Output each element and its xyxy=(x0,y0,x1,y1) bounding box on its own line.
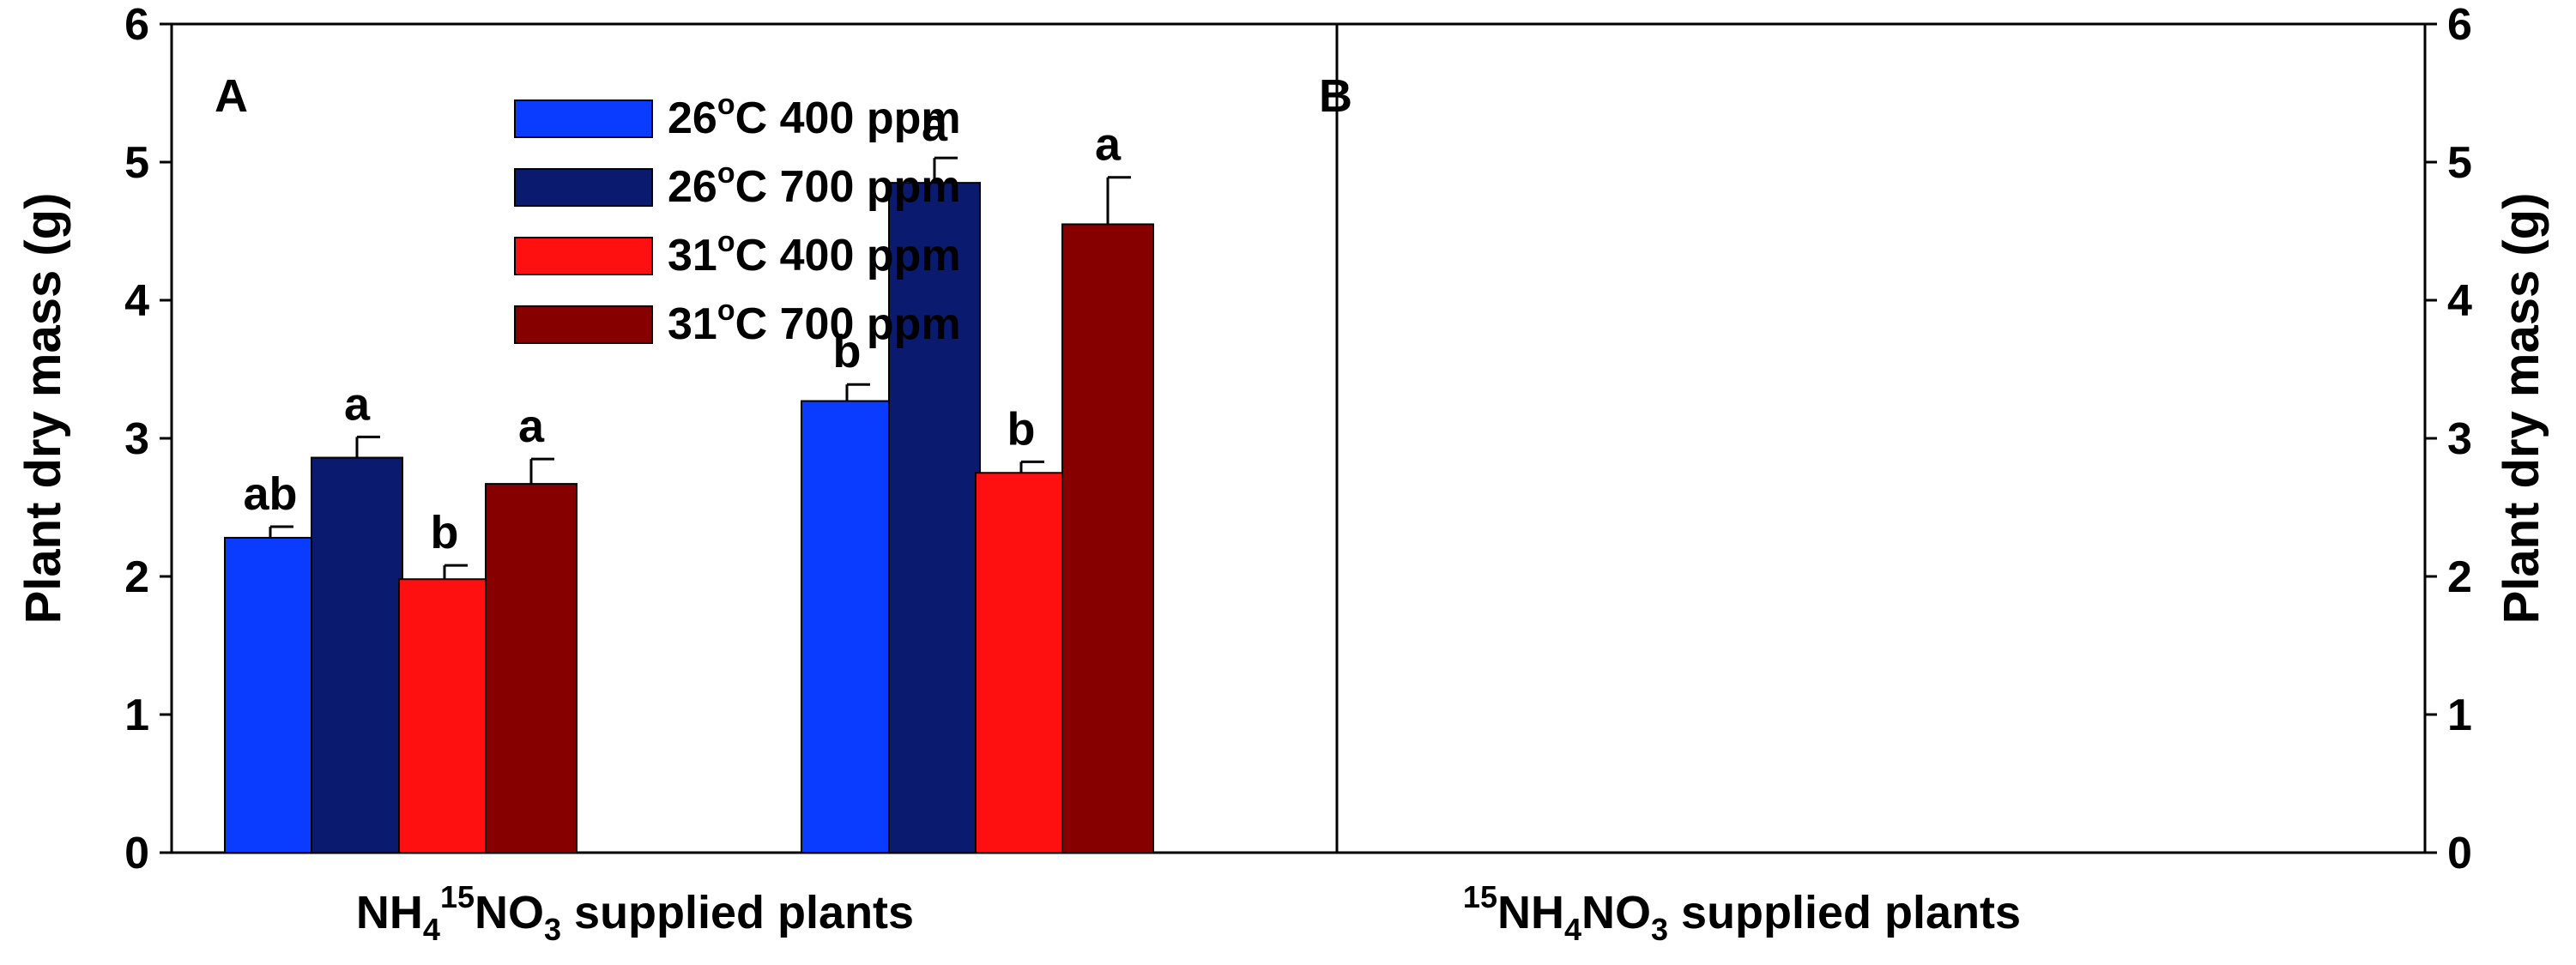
legend-label: 31oC 400 ppm xyxy=(668,226,961,280)
legend-swatch xyxy=(514,237,653,275)
significance-letter: a xyxy=(922,100,948,151)
significance-letter: b xyxy=(1007,403,1036,455)
bar-b-4 xyxy=(1061,223,1154,853)
legend: 26oC 400 ppm 26oC 700 ppm 31oC 400 ppm 31oC… xyxy=(514,88,961,349)
legend-swatch xyxy=(514,305,653,344)
significance-letter: a xyxy=(1095,119,1122,171)
legend-swatch xyxy=(514,168,653,207)
x-axis-label-a: NH415NO3 supplied plants xyxy=(356,879,914,947)
bar-b-3 xyxy=(975,472,1067,853)
significance-letter: ab xyxy=(243,468,297,520)
significance-letter: b xyxy=(833,326,862,377)
right-y-tick-label: 1 xyxy=(2447,691,2472,740)
legend-label: 26oC 700 ppm xyxy=(668,157,961,212)
significance-letter: a xyxy=(344,378,371,430)
left-y-tick-label: 3 xyxy=(124,414,149,464)
left-y-tick-label: 4 xyxy=(124,276,149,326)
left-y-tick-label: 2 xyxy=(124,552,149,602)
left-y-axis-label: Plant dry mass (g) xyxy=(15,193,71,624)
right-y-tick-label: 5 xyxy=(2447,138,2472,188)
bar-b-2 xyxy=(888,182,981,853)
legend-label: 26oC 400 ppm xyxy=(668,88,961,143)
legend-label: 31oC 700 ppm xyxy=(668,294,961,349)
bar-a-4 xyxy=(485,483,577,853)
significance-letter: a xyxy=(518,401,545,452)
bar-a-2 xyxy=(311,456,403,853)
right-y-tick-label: 4 xyxy=(2447,276,2472,326)
bar-a-3 xyxy=(398,578,491,853)
left-y-tick-label: 0 xyxy=(124,829,149,878)
right-y-tick-label: 3 xyxy=(2447,414,2472,464)
right-y-axis-label: Plant dry mass (g) xyxy=(2494,193,2549,624)
left-y-tick-label: 1 xyxy=(124,691,149,740)
right-y-tick-label: 6 xyxy=(2447,0,2472,50)
bar-a-1 xyxy=(224,536,317,853)
significance-letter: b xyxy=(431,507,459,558)
right-y-tick-label: 2 xyxy=(2447,552,2472,602)
left-y-tick-label: 5 xyxy=(124,138,149,188)
x-axis-label-b: 15NH4NO3 supplied plants xyxy=(1463,879,2021,947)
legend-swatch xyxy=(514,100,653,138)
panel-label-a: A xyxy=(215,70,248,122)
right-y-tick-label: 0 xyxy=(2447,829,2472,878)
left-y-tick-label: 6 xyxy=(124,0,149,50)
axes: 0 0 1 1 2 2 3 3 4 4 5 5 6 6 xyxy=(124,0,2472,878)
bar-b-1 xyxy=(801,400,893,853)
